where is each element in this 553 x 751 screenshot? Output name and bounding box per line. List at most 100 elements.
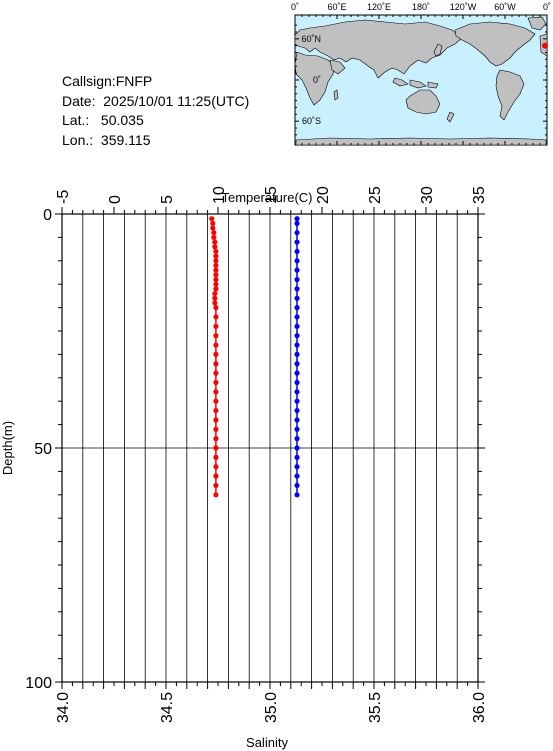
temperature-line [211,218,217,495]
map-lon-tick-label: 60˚E [327,2,346,12]
depth-tick-label: 100 [25,675,52,692]
temperature-tick-label: 35 [471,186,488,204]
salinity-point [294,464,300,470]
salinity-tick-label: 35.5 [367,692,384,723]
salinity-point [294,216,300,222]
salinity-tick-label: 36.0 [471,692,488,723]
date-label: Date: 2025/10/01 11:25(UTC) [62,92,250,109]
salinity-point [294,323,300,329]
temperature-point [213,305,219,311]
map-lon-tick-label: 60˚W [494,2,516,12]
temperature-point [210,220,216,226]
salinity-point [294,389,300,395]
depth-tick-label: 0 [43,207,52,224]
temperature-point [213,379,219,386]
map-tick-marks [294,15,548,145]
temperature-point [213,370,219,376]
temperature-point [211,230,217,236]
temperature-point [213,342,219,348]
map-lat-tick-label: 60˚S [302,116,321,126]
salinity-point [294,398,300,404]
map-lon-tick-label: 0˚ [543,2,551,12]
temperature-point [213,281,219,287]
temperature-point [213,253,219,259]
salinity-tick-label: 35.0 [263,692,280,723]
salinity-point [294,305,300,311]
temperature-point [213,248,219,255]
station-marker [542,42,548,49]
temperature-point [213,258,219,264]
salinity-point [294,482,300,489]
temperature-point [213,272,219,278]
salinity-point [294,276,300,283]
temperature-point [213,351,219,357]
map-lon-tick-label: 180˚ [412,2,430,12]
chart-ticks [55,207,485,689]
map-tick-labels: 0˚ 60˚E 120˚E 180˚ 120˚W 60˚W 0˚ 60˚N 0˚ 60˚S [291,2,551,126]
chart-grid [61,214,479,682]
callsign-label: Callsign:FNFP [62,73,153,89]
temperature-tick-label: 0 [107,195,124,204]
temperature-point [212,295,218,301]
temperature-tick-label: 20 [315,186,332,204]
salinity-point [294,248,300,255]
salinity-point [294,454,300,460]
salinity-point [294,286,300,292]
map-lon-tick-label: 120˚W [450,2,477,12]
salinity-tick-label: 34.5 [159,692,176,723]
temperature-point [212,300,218,306]
salinity-point [294,239,300,245]
map-lat-tick-label: 0˚ [313,75,321,85]
salinity-point [294,436,300,442]
temperature-point [213,464,219,470]
depth-tick-label: 50 [34,441,52,458]
salinity-point [294,295,300,301]
temperature-point [213,426,219,432]
temperature-point [213,473,219,479]
salinity-point [294,492,300,498]
temperature-point [212,239,218,245]
depth-axis-label: Depth(m) [0,421,15,475]
temperature-point [213,482,219,489]
salinity-point [294,230,300,236]
temperature-tick-label: -5 [55,190,72,204]
salinity-point [294,407,300,414]
salinity-tick-labels: 34.0 34.5 35.0 35.5 36.0 [55,692,488,723]
temperature-point [213,267,219,273]
salinity-point [294,351,300,357]
temperature-point [213,454,219,460]
plot-frame [61,213,479,683]
temperature-point [209,216,215,222]
salinity-point [294,370,300,376]
salinity-point [294,379,300,386]
temperature-tick-labels: -5 0 5 10 15 20 25 30 35 [55,186,488,204]
latitude-label: Lat.: 50.035 [62,112,144,128]
temperature-axis-label: Temperature(C) [221,190,312,205]
map-lon-tick-label: 0˚ [291,2,299,12]
temperature-tick-label: 15 [263,186,280,204]
temperature-point [213,262,219,269]
salinity-point [294,267,300,273]
depth-tick-labels: 0 50 100 [25,207,52,692]
salinity-point [294,220,300,226]
salinity-point [294,473,300,479]
temperature-point [213,323,219,329]
salinity-point [294,445,300,451]
temperature-point [213,407,219,414]
salinity-point [294,361,300,367]
temperature-point [210,225,216,231]
temperature-point [213,333,219,339]
temperature-point [213,276,219,283]
salinity-point [294,314,300,320]
temperature-point [213,417,219,423]
salinity-point [294,417,300,423]
temperature-point [213,492,219,498]
map-lon-tick-label: 120˚E [367,2,391,12]
temperature-tick-label: 5 [159,195,176,204]
temperature-point [213,398,219,404]
temperature-point [213,286,219,292]
temperature-point [213,389,219,395]
location-map: 0˚ 60˚E 120˚E 180˚ 120˚W 60˚W 0˚ 60˚N 0˚ 60˚S [291,2,551,146]
salinity-point [294,258,300,264]
map-land [294,16,548,146]
